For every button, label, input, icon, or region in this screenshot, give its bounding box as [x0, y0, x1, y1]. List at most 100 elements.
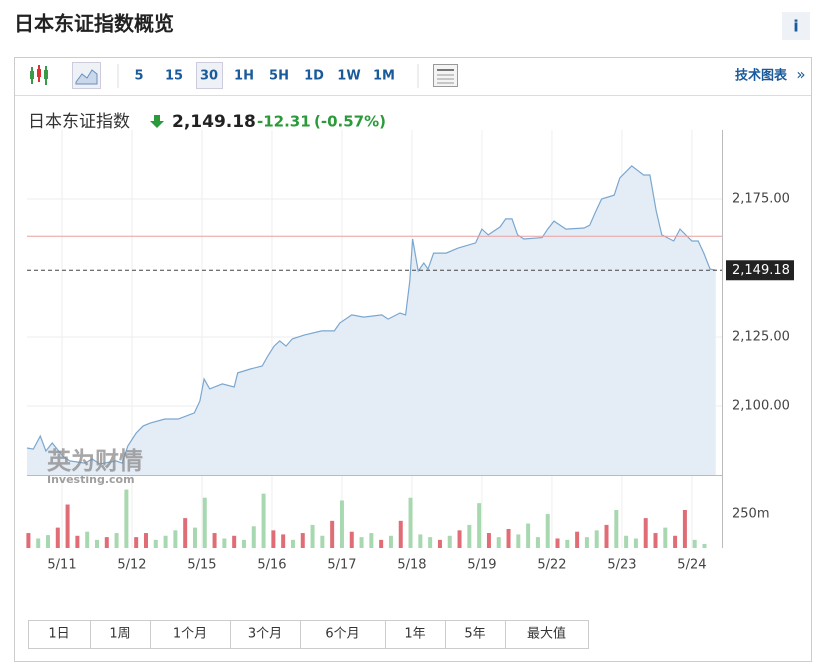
- volume-bar: [496, 537, 501, 548]
- volume-bar: [212, 533, 217, 548]
- volume-bar: [94, 539, 99, 548]
- interval-button[interactable]: 5: [134, 69, 143, 84]
- volume-bar: [673, 535, 678, 548]
- volume-bar: [555, 538, 560, 548]
- volume-bar: [408, 497, 413, 548]
- volume-bar: [55, 527, 60, 548]
- volume-bar: [339, 500, 344, 548]
- x-tick-label: 5/16: [257, 558, 286, 573]
- range-button[interactable]: 1日: [48, 627, 69, 642]
- volume-bar: [379, 539, 384, 548]
- range-button-bg[interactable]: [230, 620, 301, 649]
- interval-button[interactable]: 1H: [234, 69, 254, 84]
- active-interval-bg: [196, 62, 223, 89]
- volume-bar: [388, 535, 393, 548]
- volume-bar: [437, 539, 442, 548]
- range-button[interactable]: 3个月: [248, 627, 282, 642]
- volume-bar: [36, 538, 41, 548]
- interval-button[interactable]: 15: [165, 69, 183, 84]
- y-tick-label: 2,125.00: [732, 330, 790, 345]
- range-button-bg[interactable]: [90, 620, 151, 649]
- volume-bar: [232, 535, 237, 548]
- interval-button[interactable]: 30: [200, 69, 218, 84]
- volume-bar: [692, 539, 697, 548]
- volume-bar: [682, 509, 687, 548]
- interval-button[interactable]: 1M: [373, 69, 395, 84]
- range-button-bg[interactable]: [445, 620, 506, 649]
- volume-bar: [643, 518, 648, 548]
- range-button-bg[interactable]: [300, 620, 386, 649]
- volume-bar: [281, 534, 286, 548]
- volume-bar: [584, 537, 589, 548]
- volume-bar: [45, 535, 50, 548]
- volume-bar: [575, 531, 580, 548]
- volume-bar: [526, 523, 531, 548]
- quote-change-percent: (-0.57%): [314, 113, 386, 131]
- volume-bar: [173, 530, 178, 548]
- watermark: 英为财情: [47, 447, 143, 475]
- x-tick-label: 5/11: [47, 558, 76, 573]
- area-fill: [27, 165, 716, 475]
- quote-name: 日本东证指数: [28, 112, 130, 132]
- y-tick-label: 2,175.00: [732, 192, 790, 207]
- volume-bar: [359, 537, 364, 548]
- x-tick-label: 5/17: [327, 558, 356, 573]
- info-button-bg[interactable]: [782, 12, 810, 40]
- volume-bar: [114, 533, 119, 548]
- y-tick-label: 2,100.00: [732, 399, 790, 414]
- candle-icon[interactable]: [30, 65, 48, 85]
- range-button-bg[interactable]: [385, 620, 446, 649]
- volume-bar: [633, 538, 638, 548]
- volume-bar: [545, 514, 550, 548]
- volume-bar: [457, 530, 462, 548]
- volume-bar: [271, 530, 276, 548]
- volume-bar: [535, 537, 540, 548]
- volume-bar: [369, 533, 374, 548]
- volume-bar: [594, 530, 599, 548]
- volume-bar: [75, 535, 80, 548]
- range-button[interactable]: 5年: [464, 627, 485, 642]
- watermark: Investing.com: [47, 473, 135, 486]
- volume-bar: [330, 520, 335, 548]
- volume-bar: [202, 497, 207, 548]
- x-tick-label: 5/24: [677, 558, 706, 573]
- range-button[interactable]: 最大值: [527, 626, 566, 642]
- x-tick-label: 5/19: [467, 558, 496, 573]
- volume-bar: [163, 535, 168, 548]
- volume-bar: [261, 493, 266, 548]
- tech-chart-arrow[interactable]: »: [796, 66, 805, 84]
- volume-bar: [65, 504, 70, 548]
- range-button[interactable]: 1年: [404, 627, 425, 642]
- range-button[interactable]: 1个月: [173, 627, 207, 642]
- interval-button[interactable]: 5H: [269, 69, 289, 84]
- tech-chart-link[interactable]: 技术图表: [735, 68, 788, 84]
- volume-bar: [310, 524, 315, 548]
- volume-bar: [428, 537, 433, 548]
- volume-bar: [447, 535, 452, 548]
- x-tick-label: 5/22: [537, 558, 566, 573]
- price-line: [26, 165, 716, 465]
- volume-bar: [290, 539, 295, 548]
- volume-bar: [614, 509, 619, 548]
- volume-bar: [26, 533, 31, 548]
- interval-button[interactable]: 1W: [337, 69, 360, 84]
- volume-bar: [702, 543, 707, 548]
- table-icon[interactable]: [433, 64, 458, 87]
- volume-bar: [486, 533, 491, 548]
- range-button-bg[interactable]: [28, 620, 91, 649]
- volume-bar: [192, 527, 197, 548]
- page-title: 日本东证指数概览: [14, 12, 174, 36]
- range-button[interactable]: 6个月: [325, 627, 359, 642]
- volume-bar: [143, 533, 148, 548]
- range-button-bg[interactable]: [505, 620, 589, 649]
- info-button[interactable]: i: [793, 17, 798, 36]
- range-button[interactable]: 1周: [109, 627, 130, 642]
- area-icon[interactable]: [75, 69, 98, 85]
- y-tick-label: 250m: [732, 507, 769, 522]
- volume-bar: [251, 526, 256, 548]
- volume-bar: [153, 539, 158, 548]
- interval-button[interactable]: 1D: [304, 69, 324, 84]
- volume-bar: [624, 535, 629, 548]
